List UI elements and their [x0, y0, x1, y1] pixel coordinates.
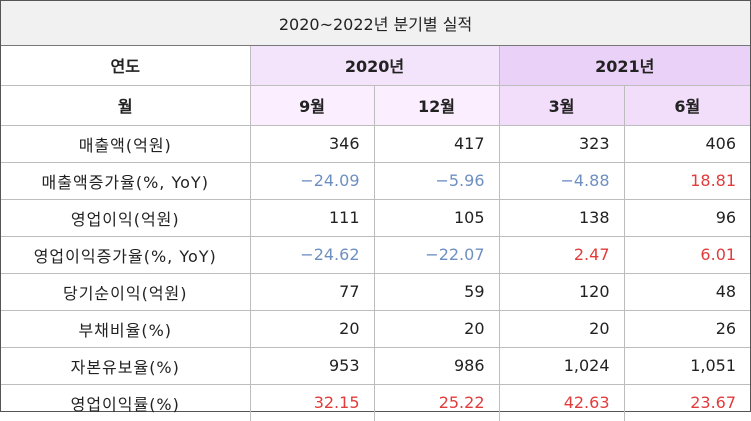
cell-value: −24.09 — [249, 161, 375, 200]
cell-value: 32.15 — [249, 383, 375, 421]
month-header-dec: 12월 — [373, 84, 500, 126]
cell-value: 2.47 — [498, 235, 625, 274]
cell-value: 48 — [623, 272, 751, 311]
table-row: 자본유보율(%) 953 986 1,024 1,051 — [1, 346, 751, 385]
cell-value: 20 — [498, 309, 625, 348]
cell-value: 59 — [373, 272, 500, 311]
cell-value: 77 — [249, 272, 375, 311]
cell-value: −4.88 — [498, 161, 625, 200]
cell-value: 23.67 — [623, 383, 751, 421]
year-header-row: 연도 2020년 2021년 — [1, 44, 751, 86]
cell-value: 1,051 — [623, 346, 751, 385]
year-2021-header: 2021년 — [498, 44, 751, 86]
cell-value: 111 — [249, 198, 375, 237]
cell-value: 96 — [623, 198, 751, 237]
table-row: 영업이익(억원) 111 105 138 96 — [1, 198, 751, 237]
cell-value: 346 — [249, 124, 375, 163]
cell-value: 26 — [623, 309, 751, 348]
month-header-row: 월 9월 12월 3월 6월 — [1, 84, 751, 126]
row-label: 영업이익증가율(%, YoY) — [1, 235, 251, 274]
cell-value: 20 — [373, 309, 500, 348]
cell-value: −5.96 — [373, 161, 500, 200]
month-header-jun: 6월 — [623, 84, 751, 126]
row-label: 매출액증가율(%, YoY) — [1, 161, 251, 200]
table-row: 영업이익률(%) 32.15 25.22 42.63 23.67 — [1, 383, 751, 421]
table-row: 매출액증가율(%, YoY) −24.09 −5.96 −4.88 18.81 — [1, 161, 751, 200]
table-row: 매출액(억원) 346 417 323 406 — [1, 124, 751, 163]
cell-value: 986 — [373, 346, 500, 385]
month-header-mar: 3월 — [498, 84, 625, 126]
row-label: 자본유보율(%) — [1, 346, 251, 385]
year-2020-header: 2020년 — [249, 44, 500, 86]
table-row: 부채비율(%) 20 20 20 26 — [1, 309, 751, 348]
cell-value: 6.01 — [623, 235, 751, 274]
cell-value: 138 — [498, 198, 625, 237]
cell-value: 953 — [249, 346, 375, 385]
table-row: 영업이익증가율(%, YoY) −24.62 −22.07 2.47 6.01 — [1, 235, 751, 274]
row-label: 매출액(억원) — [1, 124, 251, 163]
cell-value: 105 — [373, 198, 500, 237]
cell-value: 42.63 — [498, 383, 625, 421]
row-label: 당기순이익(억원) — [1, 272, 251, 311]
cell-value: 18.81 — [623, 161, 751, 200]
cell-value: 25.22 — [373, 383, 500, 421]
cell-value: −24.62 — [249, 235, 375, 274]
row-label: 영업이익(억원) — [1, 198, 251, 237]
cell-value: 1,024 — [498, 346, 625, 385]
cell-value: 323 — [498, 124, 625, 163]
row-label: 영업이익률(%) — [1, 383, 251, 421]
table-row: 당기순이익(억원) 77 59 120 48 — [1, 272, 751, 311]
year-header-label: 연도 — [1, 44, 251, 86]
month-header-label: 월 — [1, 84, 251, 126]
row-label: 부채비율(%) — [1, 309, 251, 348]
cell-value: 120 — [498, 272, 625, 311]
table-title: 2020~2022년 분기별 실적 — [1, 1, 751, 46]
title-row: 2020~2022년 분기별 실적 — [1, 1, 751, 46]
cell-value: 417 — [373, 124, 500, 163]
cell-value: −22.07 — [373, 235, 500, 274]
cell-value: 406 — [623, 124, 751, 163]
cell-value: 20 — [249, 309, 375, 348]
month-header-sep: 9월 — [249, 84, 375, 126]
